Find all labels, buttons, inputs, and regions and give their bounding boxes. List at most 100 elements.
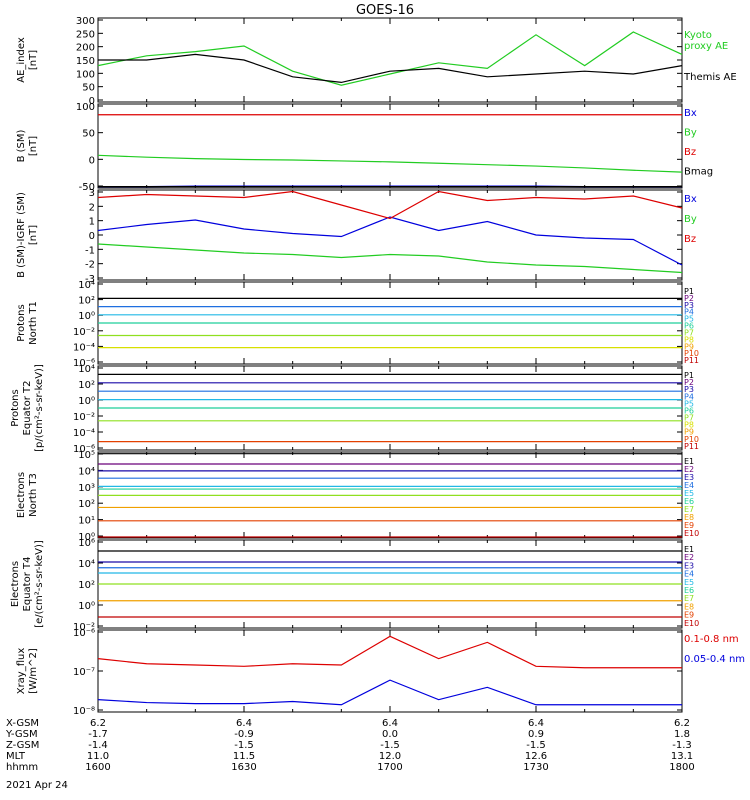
legend-entry: Kyoto: [684, 30, 712, 41]
panel-ae: 300 250 200 150 100 50 0 AE_index [nT] Kyotoproxy…: [16, 16, 737, 107]
panel-b_igrf: 3 2 1 0 -1 -2 -3 B (SM)-IGRF (SM) [nT] Bx By Bz: [16, 188, 697, 285]
y-tick-label: 2: [89, 202, 95, 213]
legend-entry: E10: [684, 619, 699, 628]
legend-entry: E9: [684, 521, 694, 530]
legend-entry: E4: [684, 481, 694, 490]
ephemeris-value: 0.0: [382, 729, 398, 740]
y-axis-label: [p/(cm²-s-sr-keV)]: [34, 364, 45, 452]
ephemeris-row-label: Z-GSM: [6, 740, 39, 751]
y-axis-label: Protons: [10, 389, 21, 426]
legend-entry: By: [684, 128, 697, 139]
ephemeris-value: 6.4: [528, 718, 544, 729]
legend-entry: E1: [684, 457, 694, 466]
y-tick-label: 10⁻⁶: [73, 628, 95, 639]
ephemeris-value: 1630: [231, 762, 256, 773]
legend-entry: P9: [684, 342, 694, 351]
ephemeris-row-label: hhmm: [6, 762, 38, 773]
legend-entry: P7: [684, 328, 694, 337]
y-axis-label: Equator T2: [22, 381, 33, 436]
legend-entry: By: [684, 214, 697, 225]
series-line-bz: [97, 190, 683, 220]
y-tick-label: 10²: [78, 380, 95, 391]
legend-entry: 0.05-0.4 nm: [684, 654, 745, 665]
y-tick-label: 10⁻⁸: [73, 706, 95, 717]
y-axis-label: [W/m^2]: [28, 648, 39, 694]
legend-entry: 0.1-0.8 nm: [684, 634, 739, 645]
y-axis-label: [nT]: [28, 50, 39, 70]
legend-entry: P1: [684, 371, 694, 380]
y-axis-label: [e/(cm²-s-sr-keV)]: [34, 540, 45, 628]
ephemeris-value: 1700: [377, 762, 402, 773]
ephemeris-value: 6.2: [90, 718, 106, 729]
y-tick-label: 10⁵: [78, 450, 95, 461]
panel-electrons_t4: 10⁶ 10⁴ 10² 10⁰ 10⁻² Electrons Equator T4 [e/(c…: [10, 538, 699, 633]
y-tick-label: 10⁶: [78, 538, 95, 549]
panel-xray: 10⁻⁶ 10⁻⁷ 10⁻⁸ Xray_flux [W/m^2] 0.1-0.8 nm 0.…: [16, 628, 745, 717]
y-tick-label: 10⁰: [78, 601, 95, 612]
ephemeris-value: -1.7: [88, 729, 108, 740]
y-tick-label: 10⁰: [78, 396, 95, 407]
ephemeris-value: 13.1: [671, 751, 693, 762]
ephemeris-value: 0.9: [528, 729, 544, 740]
ephemeris-value: 11.5: [233, 751, 255, 762]
y-axis-label: [nT]: [28, 225, 39, 245]
y-axis-label: B (SM)-IGRF (SM): [16, 192, 27, 278]
legend-entry: P6: [684, 406, 694, 415]
y-axis-label: North T3: [28, 473, 39, 517]
y-tick-label: -2: [85, 260, 95, 271]
ephemeris-value: 12.6: [525, 751, 547, 762]
y-tick-label: 10¹: [78, 516, 95, 527]
y-axis-label: Xray_flux: [16, 648, 27, 695]
series-line-themis-ae: [98, 53, 683, 84]
y-tick-label: 50: [82, 83, 95, 94]
legend-entry: E4: [684, 570, 694, 579]
ephemeris-value: -1.3: [672, 740, 692, 751]
legend-entry: Bz: [684, 234, 696, 245]
y-tick-label: 10⁰: [78, 532, 95, 543]
legend-entry: E2: [684, 553, 694, 562]
ephemeris-value: -1.4: [88, 740, 108, 751]
y-tick-label: 10⁰: [78, 311, 95, 322]
legend-entry: P5: [684, 399, 694, 408]
y-tick-label: 10²: [78, 499, 95, 510]
y-tick-label: 10⁻⁷: [73, 667, 95, 678]
series-line-bx: [97, 216, 683, 266]
y-tick-label: -3: [85, 274, 95, 285]
panel-frame: [97, 103, 683, 189]
y-tick-label: 300: [76, 16, 95, 27]
ephemeris-footer: X-GSMY-GSMZ-GSMMLThhmm6.2-1.7-1.411.0160…: [5, 718, 695, 773]
legend-entry: E3: [684, 561, 694, 570]
y-tick-label: 0: [89, 231, 95, 242]
panel-frame: [97, 17, 683, 103]
legend-entry: P11: [684, 442, 699, 451]
legend-entry: E6: [684, 497, 694, 506]
legend-entry: E5: [684, 578, 694, 587]
y-tick-label: 10⁴: [78, 280, 95, 291]
y-axis-label: Protons: [16, 304, 27, 341]
y-axis-label: [nT]: [28, 136, 39, 156]
ephemeris-value: 1600: [85, 762, 110, 773]
y-tick-label: 10⁴: [78, 466, 95, 477]
legend-entry: P10: [684, 349, 699, 358]
legend-entry: Bx: [684, 108, 697, 119]
legend-entry: P6: [684, 322, 694, 331]
y-tick-label: 1: [89, 217, 95, 228]
legend-entry: P3: [684, 301, 694, 310]
y-tick-label: 10²: [78, 296, 95, 307]
ephemeris-value: 12.0: [379, 751, 401, 762]
y-tick-label: 0: [89, 96, 95, 107]
ephemeris-row-label: Y-GSM: [5, 729, 38, 740]
y-tick-label: 3: [89, 188, 95, 199]
legend-entry: P8: [684, 335, 694, 344]
y-tick-label: 50: [82, 129, 95, 140]
legend-entry: P4: [684, 392, 694, 401]
legend-entry: E2: [684, 465, 694, 474]
series-line-by: [97, 243, 683, 274]
series-line-0-1-0-8-nm: [97, 635, 682, 669]
ephemeris-value: 6.2: [674, 718, 690, 729]
ephemeris-value: -1.5: [234, 740, 254, 751]
ephemeris-row-label: X-GSM: [6, 718, 39, 729]
